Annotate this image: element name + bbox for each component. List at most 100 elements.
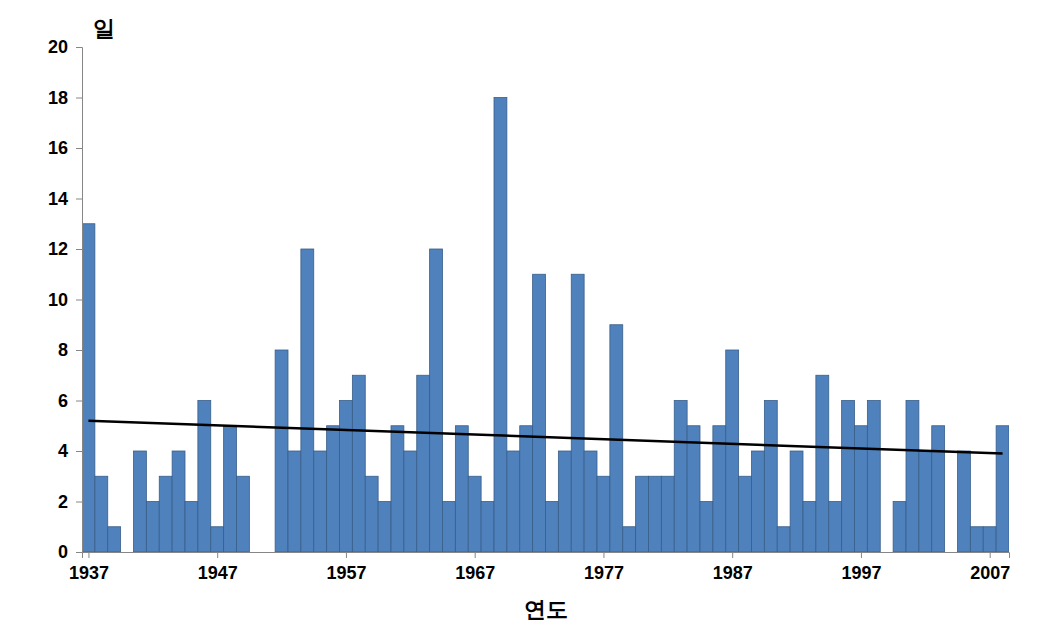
bar	[275, 350, 288, 552]
y-tick: 20	[48, 37, 82, 57]
bar	[687, 426, 700, 552]
bar	[352, 375, 365, 552]
bar	[494, 98, 507, 553]
bar	[417, 375, 430, 552]
x-tick-label: 2007	[970, 563, 1010, 583]
bar	[829, 502, 842, 553]
bar	[855, 426, 868, 552]
bar	[185, 502, 198, 553]
bar	[945, 552, 958, 553]
bar	[533, 274, 546, 552]
y-tick: 14	[48, 189, 82, 209]
x-axis-title: 연도	[524, 597, 568, 622]
y-tick: 10	[48, 290, 82, 310]
bar	[430, 249, 443, 552]
bar	[649, 476, 662, 552]
bar	[674, 401, 687, 553]
bar	[790, 451, 803, 552]
y-tick: 0	[58, 542, 82, 562]
bar	[224, 426, 237, 552]
bar	[249, 552, 262, 553]
bar	[571, 274, 584, 552]
x-tick-label: 1987	[713, 563, 753, 583]
bar	[301, 249, 314, 552]
bar	[597, 476, 610, 552]
bar-series	[82, 98, 1009, 553]
bar	[777, 527, 790, 552]
x-tick-mark	[346, 552, 347, 558]
bar	[159, 476, 172, 552]
y-tick-mark	[76, 300, 82, 301]
x-tick-mark	[603, 552, 604, 558]
bar	[739, 476, 752, 552]
bar	[340, 401, 353, 553]
y-tick-label: 20	[48, 37, 68, 57]
x-tick: 1967	[455, 552, 495, 583]
bar	[237, 476, 250, 552]
bar	[404, 451, 417, 552]
y-tick-mark	[76, 552, 82, 553]
bar	[623, 527, 636, 552]
trend-line	[88, 421, 1002, 454]
y-tick-label: 6	[58, 391, 68, 411]
y-tick: 16	[48, 138, 82, 158]
y-tick-mark	[76, 350, 82, 351]
bar	[983, 527, 996, 552]
bar	[726, 350, 739, 552]
bar	[95, 476, 108, 552]
bar	[970, 527, 983, 552]
y-tick-label: 16	[48, 138, 68, 158]
bar	[700, 502, 713, 553]
y-tick: 4	[58, 441, 82, 461]
x-axis: 1937 1947 1957 1967 1977 1987 1997 2007	[69, 552, 1010, 583]
x-tick: 1987	[713, 552, 753, 583]
x-tick: 1947	[198, 552, 238, 583]
bar	[803, 502, 816, 553]
bar	[314, 451, 327, 552]
y-tick: 18	[48, 88, 82, 108]
bar	[288, 451, 301, 552]
y-axis: 02468101214161820	[48, 37, 83, 562]
x-tick: 1997	[841, 552, 881, 583]
x-tick-label: 1977	[584, 563, 624, 583]
y-tick-mark	[76, 98, 82, 99]
x-tick-label: 1997	[841, 563, 881, 583]
bar	[867, 401, 880, 553]
bar	[391, 426, 404, 552]
y-tick: 2	[58, 492, 82, 512]
y-tick-mark	[76, 502, 82, 503]
y-axis-line	[76, 48, 83, 553]
bar	[584, 451, 597, 552]
y-tick-mark	[76, 249, 82, 250]
x-tick-label: 1957	[326, 563, 366, 583]
bar	[146, 502, 159, 553]
chart: 0246810121416182019371947195719671977198…	[0, 0, 1041, 635]
x-tick-mark	[88, 552, 89, 558]
x-tick-label: 1937	[69, 563, 109, 583]
bar	[546, 502, 559, 553]
bar	[558, 451, 571, 552]
bar	[134, 451, 147, 552]
bar	[327, 426, 340, 552]
y-tick-label: 8	[58, 340, 68, 360]
bar	[520, 426, 533, 552]
y-tick-mark	[76, 148, 82, 149]
marks	[82, 98, 1009, 553]
y-tick: 8	[58, 340, 82, 360]
bar	[507, 451, 520, 552]
bar	[365, 476, 378, 552]
bar	[378, 502, 391, 553]
bar	[262, 552, 275, 553]
bar	[121, 552, 134, 553]
bar	[468, 476, 481, 552]
bar	[842, 401, 855, 553]
x-tick: 1937	[69, 552, 109, 583]
x-tick-label: 1967	[455, 563, 495, 583]
y-tick-label: 14	[48, 189, 68, 209]
y-tick-label: 10	[48, 290, 68, 310]
bar	[880, 552, 893, 553]
x-axis-line	[83, 553, 1010, 559]
y-tick-label: 0	[58, 542, 68, 562]
y-tick: 6	[58, 391, 82, 411]
bar	[455, 426, 468, 552]
